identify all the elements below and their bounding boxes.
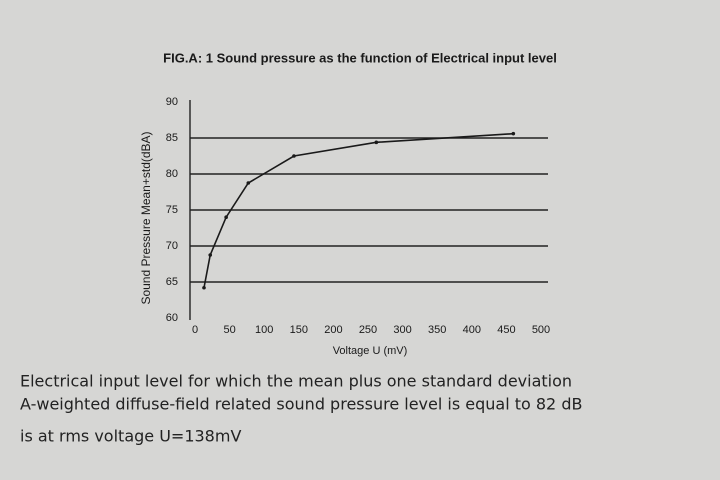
y-tick-label: 75	[166, 204, 178, 216]
data-point	[292, 154, 296, 158]
chart-title: FIG.A: 1 Sound pressure as the function …	[163, 50, 557, 65]
x-axis-label: Voltage U (mV)	[333, 345, 408, 357]
data-point	[511, 131, 516, 136]
x-tick-label: 350	[428, 324, 446, 336]
data-point	[208, 253, 213, 257]
x-tick-label: 300	[393, 324, 411, 336]
data-point	[202, 285, 206, 290]
y-tick-label: 70	[166, 240, 178, 252]
x-tick-label: 100	[255, 324, 273, 336]
y-tick-label: 80	[166, 168, 178, 180]
x-tick-label: 450	[497, 324, 515, 336]
x-tick-label: 0	[192, 324, 198, 336]
caption-line: A-weighted diffuse-field related sound p…	[20, 395, 582, 414]
y-tick-label: 65	[166, 276, 178, 288]
data-point	[246, 181, 251, 185]
caption-line: Electrical input level for which the mea…	[20, 372, 572, 391]
data-point	[224, 215, 228, 219]
data-point	[374, 140, 379, 145]
y-tick-label: 60	[166, 312, 178, 324]
x-tick-label: 400	[463, 324, 481, 336]
x-tick-label: 500	[532, 324, 550, 336]
x-tick-label: 200	[324, 324, 342, 336]
caption-line: is at rms voltage U=138mV	[20, 427, 241, 446]
y-tick-label: 85	[166, 132, 178, 144]
x-tick-label: 250	[359, 324, 377, 336]
x-tick-label: 50	[223, 324, 235, 336]
x-tick-label: 150	[290, 324, 308, 336]
y-tick-label: 90	[166, 96, 178, 108]
y-axis-label: Sound Pressure Mean+std(dBA)	[139, 131, 153, 304]
